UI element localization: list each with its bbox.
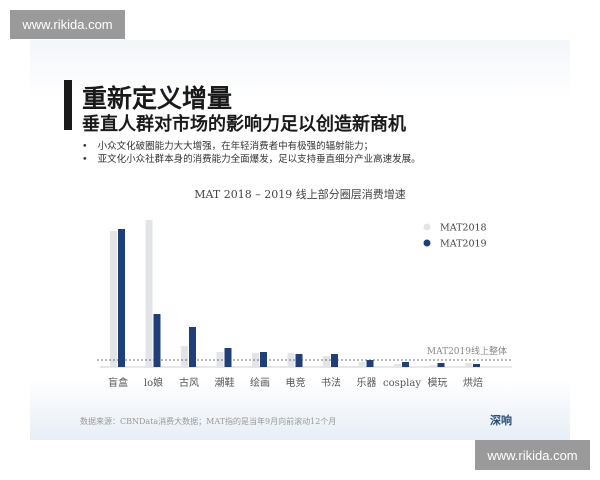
bar-mat2019: [189, 327, 196, 367]
watermark-top: www.rikida.com: [10, 10, 125, 39]
bar-mat2019: [118, 229, 125, 367]
bar-mat2018: [252, 353, 259, 367]
bar-mat2019: [260, 352, 267, 367]
page-title: 重新定义增量: [82, 84, 233, 113]
logo: 深响: [490, 414, 512, 427]
legend-marker: [423, 239, 431, 247]
category-label: 乐器: [357, 377, 377, 389]
bar-mat2019: [153, 314, 161, 367]
chart-title: MAT 2018 – 2019 线上部分圈层消费增速: [194, 188, 406, 201]
legend-label: MAT2019: [440, 239, 487, 250]
bar-mat2018: [465, 363, 472, 367]
category-label: 潮鞋: [215, 376, 235, 389]
category-label: 古风: [179, 376, 199, 389]
bullet-item: 小众文化破圈能力大大增强，在年轻消费者中有极强的辐射能力；: [82, 140, 421, 153]
category-label: 烘焙: [463, 376, 483, 389]
title-accent-bar: [64, 80, 72, 130]
watermark-bottom: www.rikida.com: [475, 440, 590, 470]
category-label: 绘画: [250, 376, 270, 389]
bar-mat2018: [323, 356, 330, 367]
bar-mat2019: [331, 354, 338, 367]
bar-mat2018: [145, 220, 153, 367]
bar-mat2019: [437, 363, 445, 367]
category-label: 书法: [321, 376, 341, 389]
bar-mat2018: [394, 364, 401, 367]
bar-mat2019: [295, 354, 303, 367]
bar-mat2019: [224, 348, 232, 367]
bar-mat2018: [181, 346, 188, 367]
legend-marker: [423, 223, 431, 231]
bar-mat2018: [110, 231, 117, 367]
category-label: 模玩: [428, 377, 448, 389]
bullet-list: 小众文化破圈能力大大增强，在年轻消费者中有极强的辐射能力； 亚文化小众社群本身的…: [82, 140, 421, 166]
bar-mat2019: [473, 364, 480, 367]
bar-mat2018: [216, 352, 224, 367]
reference-line-label: MAT2019线上整体: [427, 345, 507, 357]
category-label: lo娘: [144, 376, 163, 389]
bar-mat2018: [358, 362, 366, 367]
bar-mat2019: [402, 362, 409, 367]
bar-mat2018: [429, 365, 437, 367]
bullet-item: 亚文化小众社群本身的消费能力全面爆发，足以支持垂直细分产业高速发展。: [82, 153, 421, 166]
legend-label: MAT2018: [440, 223, 487, 234]
bar-mat2019: [366, 360, 374, 367]
category-label: 电竞: [286, 376, 306, 389]
page-subtitle: 垂直人群对市场的影响力足以创造新商机: [82, 114, 406, 135]
category-label: 盲盒: [108, 376, 128, 389]
source-note: 数据来源：CBNData消费大数据；MAT指的是当年9月向前滚动12个月: [80, 417, 337, 426]
category-label: cosplay: [383, 378, 421, 389]
